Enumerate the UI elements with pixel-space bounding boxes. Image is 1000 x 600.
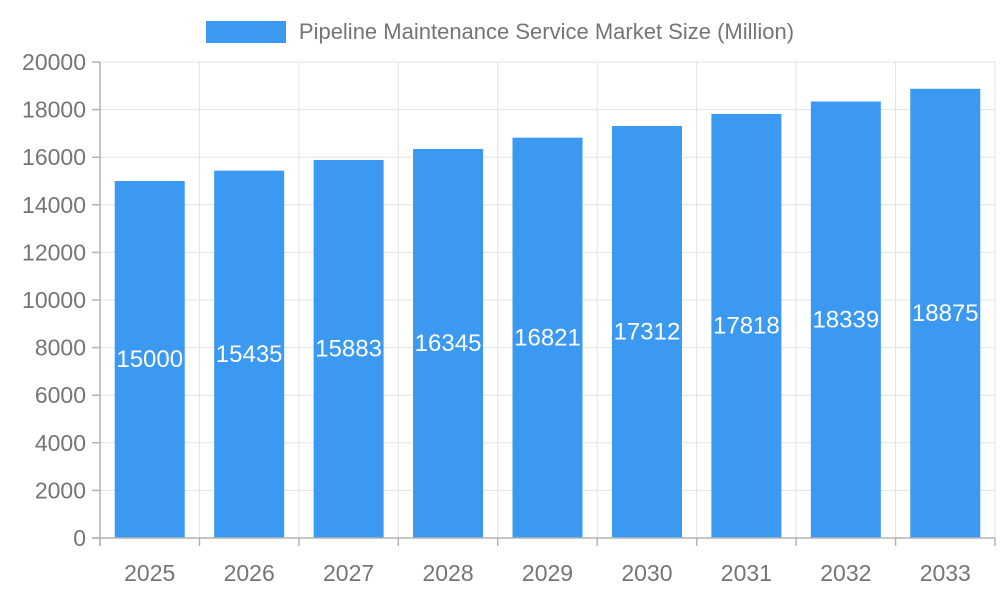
y-tick-label: 6000 [35,382,86,408]
bar-value-label: 17312 [614,318,681,345]
bar-value-label: 16821 [514,324,581,351]
x-tick-label: 2029 [522,560,573,586]
legend-swatch [205,21,286,43]
y-tick-label: 20000 [22,49,86,75]
bar-value-label: 18875 [912,300,979,327]
x-tick-label: 2026 [224,560,275,586]
bar [413,148,484,538]
bar-value-label: 18339 [812,306,879,333]
bar [114,181,185,538]
bar [711,113,782,538]
bar [910,88,981,539]
bar-value-label: 17818 [713,312,780,339]
x-tick-label: 2032 [820,560,871,586]
bar [214,170,285,538]
x-tick-label: 2031 [721,560,772,586]
bar-value-label: 15000 [116,346,183,373]
bar-value-label: 16345 [415,330,482,357]
y-tick-label: 16000 [22,144,86,170]
y-tick-label: 12000 [22,239,86,265]
x-tick-label: 2030 [621,560,672,586]
bar [313,159,384,538]
x-tick-label: 2033 [920,560,971,586]
y-tick-label: 18000 [22,97,86,123]
bar [810,101,881,538]
y-tick-label: 0 [73,525,86,551]
y-tick-label: 2000 [35,477,86,503]
x-tick-label: 2027 [323,560,374,586]
x-tick-label: 2028 [422,560,473,586]
y-tick-label: 14000 [22,192,86,218]
bar-value-label: 15883 [315,335,382,362]
y-tick-label: 10000 [22,287,86,313]
bar-value-label: 15435 [216,341,283,368]
y-tick-label: 4000 [35,430,86,456]
bar [512,137,583,538]
y-tick-label: 8000 [35,335,86,361]
legend-label: Pipeline Maintenance Service Market Size… [298,19,795,44]
legend: Pipeline Maintenance Service Market Size… [0,9,1000,55]
x-tick-label: 2025 [124,560,175,586]
bar [611,125,682,539]
